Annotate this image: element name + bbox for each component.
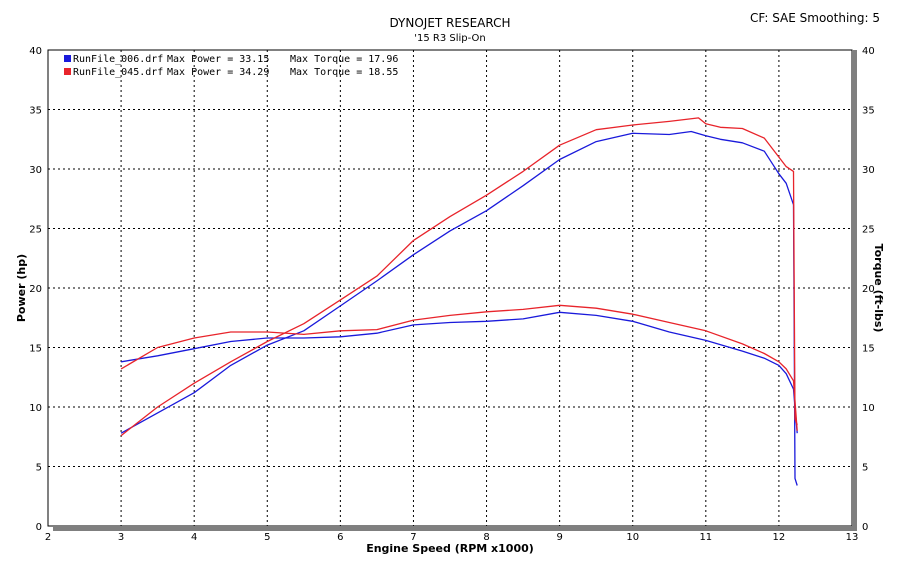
chart-title: DYNOJET RESEARCH — [389, 16, 510, 30]
y-tick-label-power: 5 — [36, 463, 42, 474]
x-tick-label: 2 — [45, 532, 51, 543]
y-tick-label-power: 0 — [36, 522, 42, 533]
series-line-runfile006drf-power — [120, 130, 798, 486]
x-axis-label: Engine Speed (RPM x1000) — [366, 542, 534, 555]
y-tick-label-torque: 0 — [862, 522, 868, 533]
y-tick-label-torque: 25 — [862, 225, 875, 236]
series-line-runfile006drf-torque — [120, 311, 798, 434]
x-tick-label: 8 — [483, 532, 489, 543]
y-axis-label-torque: Torque (ft-lbs) — [872, 244, 885, 333]
y-tick-label-torque: 10 — [862, 403, 875, 414]
y-tick-label-torque: 35 — [862, 106, 875, 117]
legend-run006-max-torque: Max Torque = 17.96 — [290, 54, 398, 65]
y-tick-label-torque: 20 — [862, 284, 875, 295]
series-line-runfile045drf-power — [120, 117, 798, 437]
y-tick-label-power: 40 — [29, 46, 42, 57]
correction-smoothing-label: CF: SAE Smoothing: 5 — [750, 11, 880, 25]
y-tick-label-power: 15 — [29, 344, 42, 355]
x-tick-label: 9 — [556, 532, 562, 543]
legend-run045-file: RunFile_045.drf — [73, 67, 163, 78]
x-tick-label: 3 — [118, 532, 124, 543]
y-tick-label-power: 35 — [29, 106, 42, 117]
legend: RunFile_006.drf Max Power = 33.15 Max To… — [64, 54, 398, 78]
legend-run006-max-power: Max Power = 33.15 — [167, 54, 269, 65]
x-tick-label: 7 — [410, 532, 416, 543]
legend-run045-max-power: Max Power = 34.29 — [167, 67, 269, 78]
y-tick-label-torque: 40 — [862, 46, 875, 57]
chart-subtitle: '15 R3 Slip-On — [414, 33, 486, 44]
plot-shadow-bottom — [53, 526, 857, 531]
x-tick-label: 11 — [699, 532, 712, 543]
y-tick-label-power: 25 — [29, 225, 42, 236]
x-tick-label: 4 — [191, 532, 197, 543]
y-tick-label-power: 30 — [29, 165, 42, 176]
y-tick-label-power: 10 — [29, 403, 42, 414]
legend-swatch-run006 — [64, 55, 71, 62]
grid-lines — [48, 50, 852, 526]
x-tick-label: 12 — [773, 532, 786, 543]
x-tick-label: 6 — [337, 532, 343, 543]
plot-shadow-right — [852, 50, 857, 531]
series-lines — [120, 117, 798, 486]
legend-run045-max-torque: Max Torque = 18.55 — [290, 67, 398, 78]
y-tick-label-torque: 30 — [862, 165, 875, 176]
series-line-runfile045drf-torque — [120, 304, 798, 431]
y-tick-label-torque: 15 — [862, 344, 875, 355]
legend-swatch-run045 — [64, 68, 71, 75]
x-tick-label: 10 — [626, 532, 639, 543]
x-tick-label: 13 — [846, 532, 859, 543]
plot-frame — [47, 49, 857, 531]
x-tick-label: 5 — [264, 532, 270, 543]
legend-run006-file: RunFile_006.drf — [73, 54, 163, 65]
y-tick-label-torque: 5 — [862, 463, 868, 474]
y-tick-label-power: 20 — [29, 284, 42, 295]
y-axis-label-power: Power (hp) — [15, 254, 28, 322]
